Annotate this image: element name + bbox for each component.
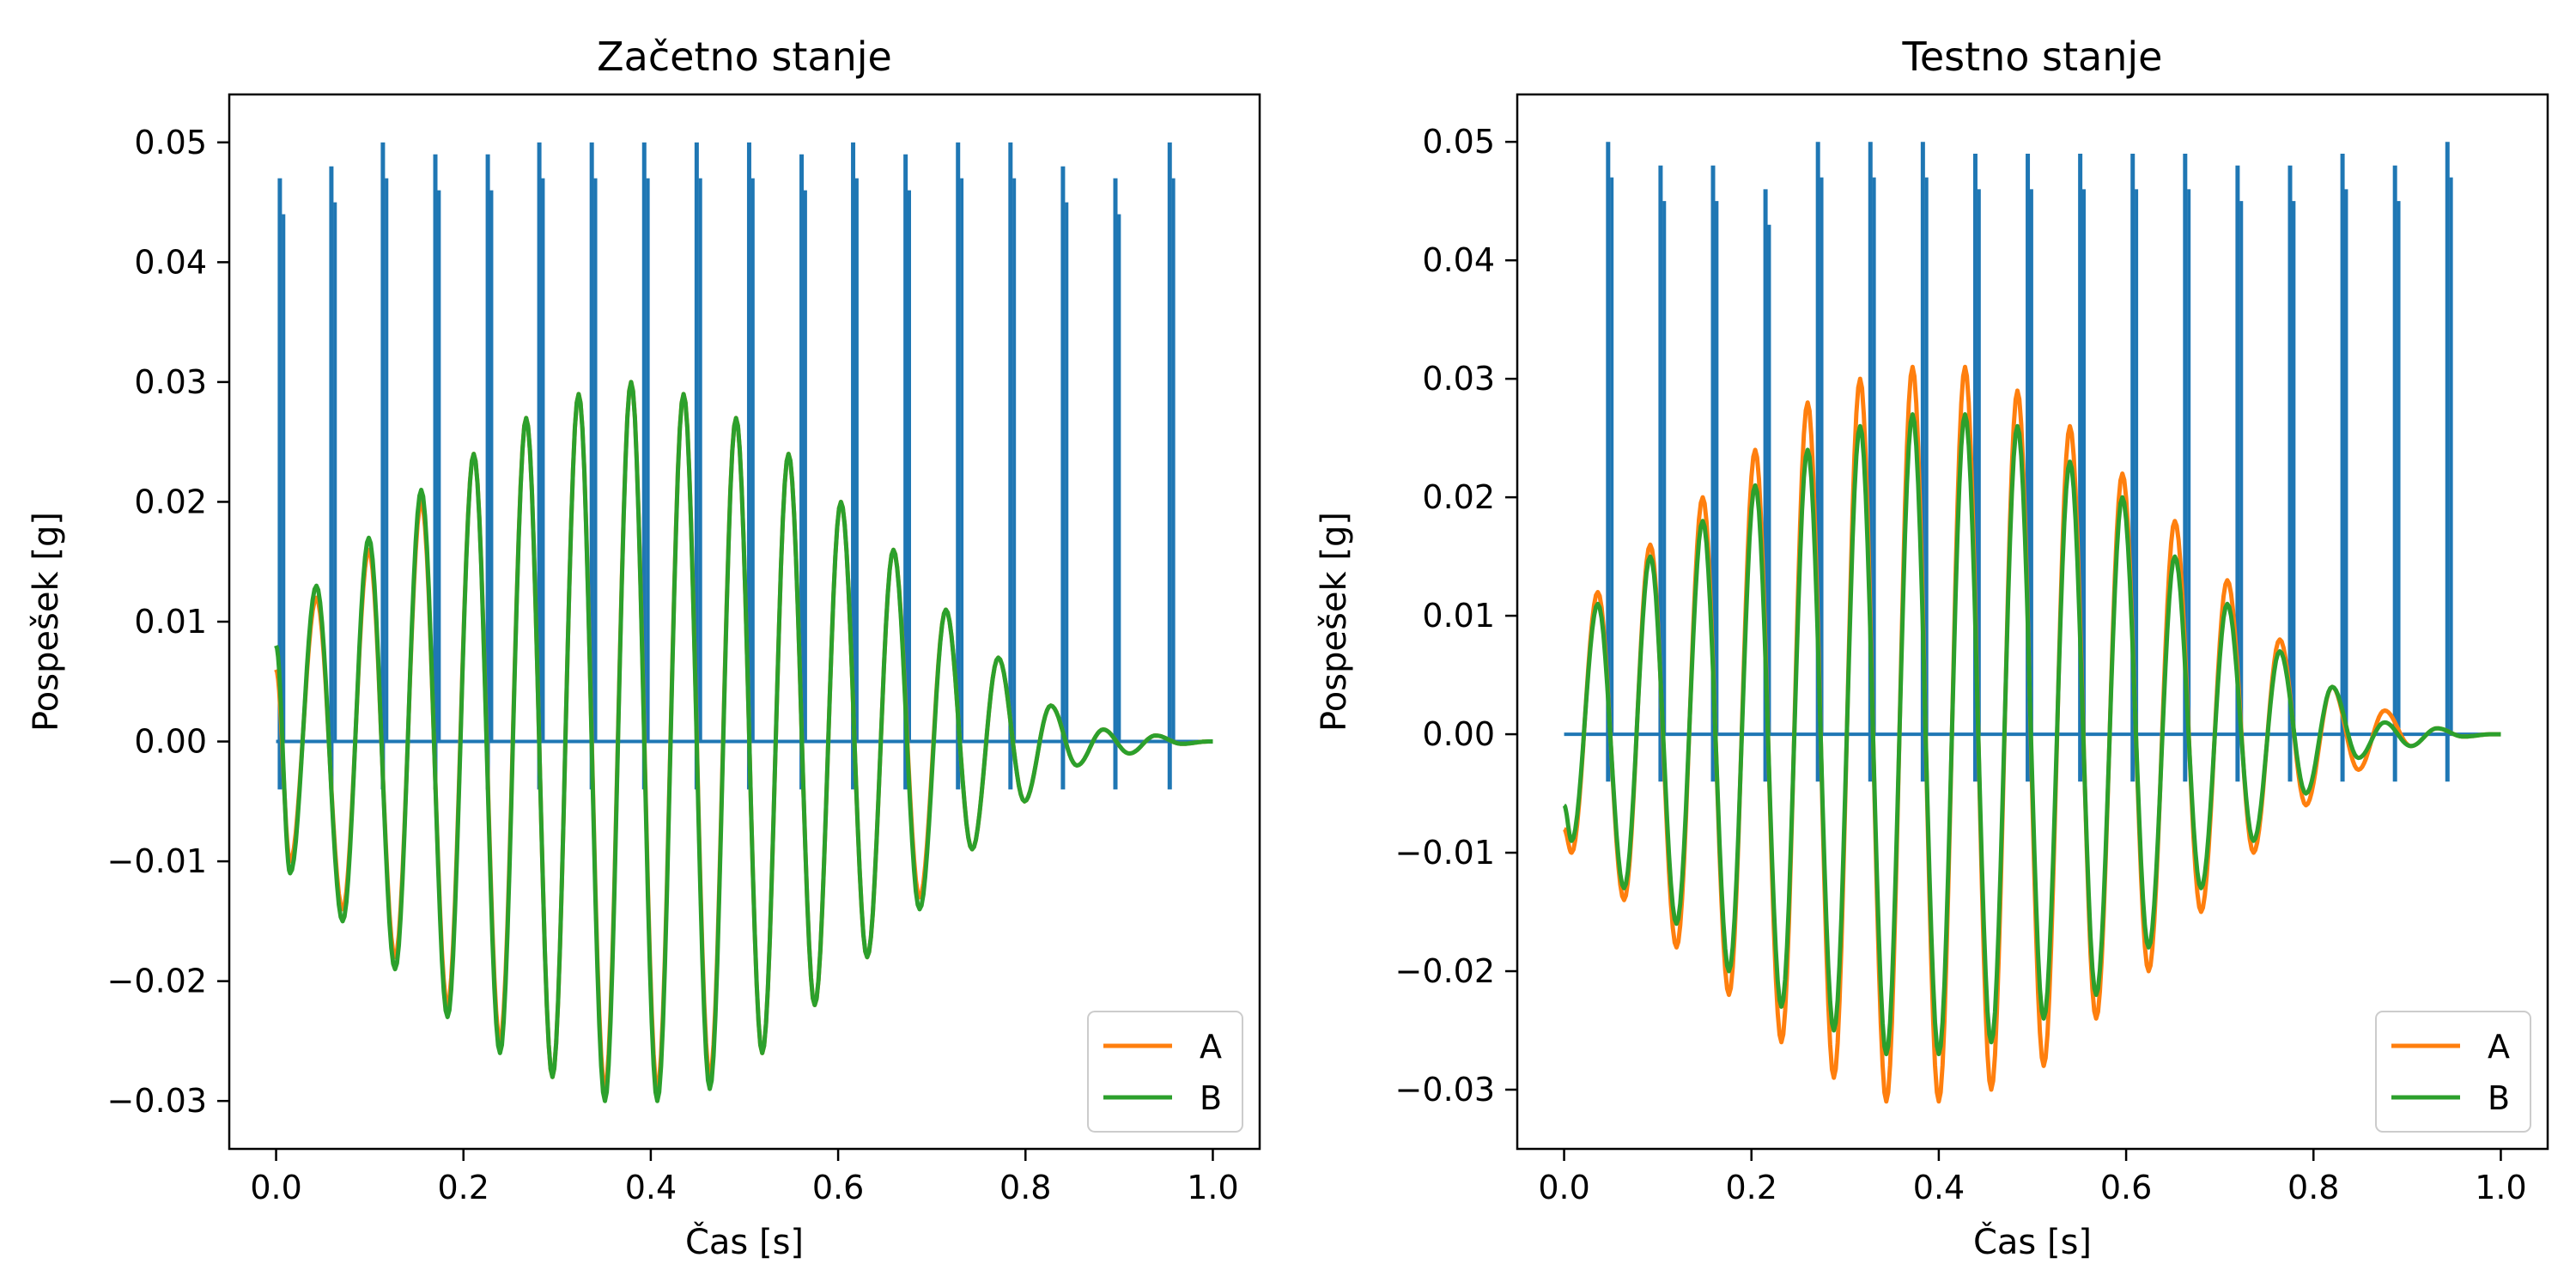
x-tick-label: 0.6 — [812, 1169, 864, 1206]
pulse-spike — [433, 154, 441, 790]
y-tick-label: −0.02 — [1395, 952, 1495, 990]
x-axis: 0.0 0.2 0.4 0.6 0.8 1.0 — [250, 1149, 1239, 1206]
x-axis: 0.0 0.2 0.4 0.6 0.8 1.0 — [1538, 1149, 2527, 1206]
x-tick-label: 0.4 — [625, 1169, 677, 1206]
x-axis-label: Čas [s] — [685, 1221, 804, 1262]
pulse-spike — [329, 166, 337, 790]
x-axis-label: Čas [s] — [1973, 1221, 2092, 1262]
y-tick-label: 0.05 — [134, 124, 207, 161]
y-axis-label: Pospešek [g] — [27, 512, 66, 732]
y-tick-label: −0.02 — [107, 963, 207, 1000]
pulse-spike — [485, 154, 494, 790]
plot-area — [274, 142, 1213, 1103]
series-b-line — [1562, 412, 2501, 1057]
y-tick-label: −0.03 — [107, 1082, 207, 1120]
x-tick-label: 0.4 — [1913, 1169, 1965, 1206]
legend-label: B — [1200, 1079, 1222, 1117]
y-tick-label: −0.01 — [107, 842, 207, 880]
y-tick-label: 0.03 — [134, 363, 207, 401]
chart-title: Začetno stanje — [597, 33, 892, 80]
legend: AB — [2375, 1011, 2531, 1133]
y-axis-label: Pospešek [g] — [1315, 512, 1354, 732]
x-tick-label: 0.0 — [250, 1169, 301, 1206]
legend-entry-a: A — [2391, 1028, 2510, 1066]
pulse-spike — [2340, 153, 2348, 782]
y-tick-label: 0.02 — [1422, 478, 1495, 516]
pulse-spike — [1060, 166, 1069, 790]
chart-title: Testno stanje — [1902, 33, 2163, 80]
y-tick-label: 0.05 — [1422, 123, 1495, 161]
axes-frame — [1516, 93, 2549, 1151]
legend-entry-a: A — [1103, 1028, 1222, 1066]
series-b-line — [274, 380, 1213, 1103]
y-tick-label: 0.01 — [134, 603, 207, 641]
y-tick-label: 0.03 — [1422, 360, 1495, 398]
subplot-2: 0.0 0.2 0.4 0.6 0.8 1.0 −0.03 −0.02 −0.01 0.00 0.0… — [1315, 33, 2549, 1262]
legend-label: A — [1200, 1028, 1222, 1066]
legend-entry-b: B — [1103, 1079, 1222, 1117]
legend: AB — [1087, 1011, 1243, 1133]
y-tick-label: 0.00 — [134, 723, 207, 761]
subplot-1: 0.0 0.2 0.4 0.6 0.8 1.0 −0.03 −0.02 −0.01 0.00 0.0… — [27, 33, 1261, 1262]
y-tick-label: 0.00 — [1422, 715, 1495, 753]
legend-label: A — [2488, 1028, 2510, 1066]
pulse-spike — [380, 142, 389, 790]
y-tick-label: −0.03 — [1395, 1071, 1495, 1109]
legend-label: B — [2488, 1079, 2510, 1117]
y-tick-label: 0.04 — [134, 243, 207, 281]
y-tick-label: 0.01 — [1422, 597, 1495, 635]
x-tick-label: 0.6 — [2100, 1169, 2152, 1206]
series-a-line — [274, 380, 1213, 1091]
x-tick-label: 0.2 — [1726, 1169, 1777, 1206]
pulse-spike — [2392, 165, 2401, 782]
pulse-spike — [2445, 142, 2453, 782]
legend-box — [2375, 1011, 2531, 1133]
y-axis: −0.03 −0.02 −0.01 0.00 0.01 0.02 0.03 0.04 0.05 — [107, 124, 229, 1120]
pulse-spike — [1008, 142, 1017, 790]
pulse-spike — [1113, 178, 1121, 790]
pulse-spike — [1167, 142, 1176, 790]
x-tick-label: 0.8 — [999, 1169, 1051, 1206]
x-tick-label: 0.0 — [1538, 1169, 1589, 1206]
x-tick-label: 0.8 — [2287, 1169, 2339, 1206]
y-tick-label: 0.04 — [1422, 241, 1495, 279]
x-tick-label: 0.2 — [438, 1169, 489, 1206]
y-axis: −0.03 −0.02 −0.01 0.00 0.01 0.02 0.03 0.04 0.05 — [1395, 123, 1517, 1109]
x-tick-label: 1.0 — [1187, 1169, 1238, 1206]
x-tick-label: 1.0 — [2475, 1169, 2526, 1206]
plot-area — [1562, 142, 2501, 1104]
legend-entry-b: B — [2391, 1079, 2510, 1117]
y-tick-label: 0.02 — [134, 483, 207, 520]
legend-box — [1087, 1011, 1243, 1133]
y-tick-label: −0.01 — [1395, 834, 1495, 872]
pulse-spike — [956, 142, 964, 790]
